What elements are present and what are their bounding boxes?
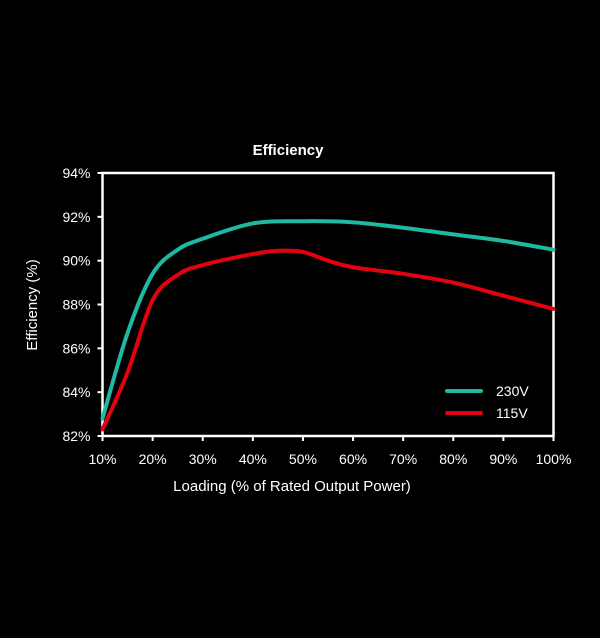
- y-tick-label: 84%: [62, 384, 90, 400]
- legend-label: 230V: [496, 383, 529, 399]
- plot-frame: [101, 171, 555, 438]
- x-tick-label: 60%: [339, 451, 367, 467]
- x-tick-label: 90%: [489, 451, 517, 467]
- x-tick-label: 80%: [439, 451, 467, 467]
- legend: 230V 115V: [445, 383, 529, 421]
- y-axis-label: Efficiency (%): [24, 259, 41, 350]
- chart-title: Efficiency: [253, 142, 325, 159]
- y-tick-label: 88%: [62, 297, 90, 313]
- x-axis-label: Loading (% of Rated Output Power): [173, 478, 411, 495]
- y-tick-label: 94%: [62, 165, 90, 181]
- series-line-230V: [100, 219, 556, 421]
- x-tick-label: 100%: [536, 451, 572, 467]
- legend-label: 115V: [496, 405, 528, 421]
- x-tick-label: 50%: [289, 451, 317, 467]
- x-tick-label: 30%: [189, 451, 217, 467]
- y-tick-label: 86%: [62, 340, 90, 356]
- x-tick-label: 10%: [88, 451, 116, 467]
- y-tick-label: 82%: [62, 428, 90, 444]
- x-tick-label: 40%: [239, 451, 267, 467]
- x-tick-label: 70%: [389, 451, 417, 467]
- x-tick-label: 20%: [139, 451, 167, 467]
- y-tick-label: 90%: [62, 253, 90, 269]
- y-tick-label: 92%: [62, 209, 90, 225]
- series-line-115V: [100, 248, 556, 432]
